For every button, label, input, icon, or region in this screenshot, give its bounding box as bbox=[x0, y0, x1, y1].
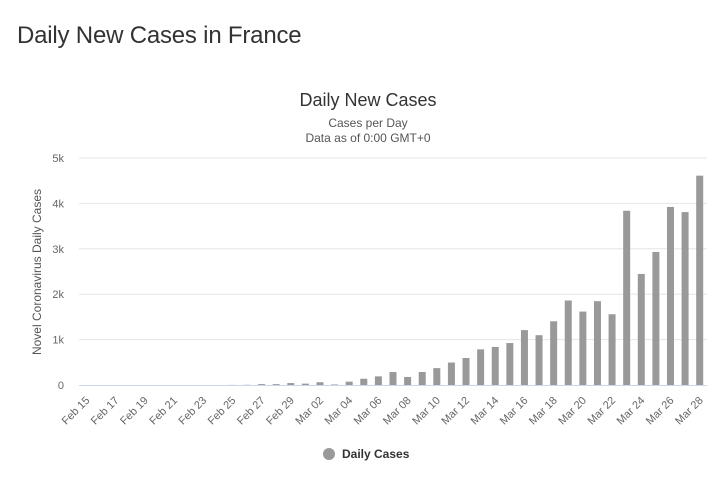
bar[interactable] bbox=[389, 372, 397, 385]
bar[interactable] bbox=[258, 384, 266, 385]
bar[interactable] bbox=[666, 206, 674, 385]
bar[interactable] bbox=[491, 346, 499, 385]
bar[interactable] bbox=[550, 321, 558, 385]
y-tick-label: 2k bbox=[52, 289, 64, 301]
x-tick-label: Feb 15 bbox=[60, 395, 93, 428]
x-tick-label: Feb 23 bbox=[177, 395, 210, 428]
x-tick-label: Mar 04 bbox=[323, 395, 356, 428]
bar[interactable] bbox=[564, 300, 572, 385]
bar[interactable] bbox=[608, 314, 616, 385]
y-tick-label: 1k bbox=[52, 335, 64, 347]
bar[interactable] bbox=[623, 210, 631, 385]
bar[interactable] bbox=[462, 357, 470, 385]
bar[interactable] bbox=[418, 372, 426, 385]
bar[interactable] bbox=[287, 383, 295, 385]
bar[interactable] bbox=[637, 273, 645, 385]
y-axis-title: Novel Coronavirus Daily Cases bbox=[30, 189, 44, 355]
bar[interactable] bbox=[520, 330, 528, 385]
bar[interactable] bbox=[506, 343, 514, 385]
x-tick-label: Mar 28 bbox=[673, 395, 706, 428]
legend-marker bbox=[323, 448, 335, 460]
x-tick-label: Mar 02 bbox=[293, 395, 326, 428]
bar[interactable] bbox=[331, 384, 339, 385]
y-tick-label: 3k bbox=[52, 244, 64, 256]
bar[interactable] bbox=[579, 311, 587, 385]
bar[interactable] bbox=[374, 376, 382, 385]
chart-subtitle-line-2: Data as of 0:00 GMT+0 bbox=[305, 131, 430, 145]
bar[interactable] bbox=[681, 212, 689, 385]
bar[interactable] bbox=[593, 301, 601, 385]
x-tick-label: Feb 29 bbox=[264, 395, 297, 428]
x-tick-label: Feb 19 bbox=[118, 395, 151, 428]
bar[interactable] bbox=[316, 382, 324, 385]
y-axis-ticks: 0 1k 2k 3k 4k 5k bbox=[52, 153, 64, 392]
x-tick-label: Mar 14 bbox=[469, 395, 502, 428]
chart-subtitle-line-1: Cases per Day bbox=[328, 116, 407, 130]
x-tick-label: Mar 10 bbox=[410, 395, 443, 428]
bar[interactable] bbox=[360, 378, 368, 385]
x-tick-label: Feb 27 bbox=[235, 395, 268, 428]
x-tick-label: Feb 17 bbox=[89, 395, 122, 428]
bar[interactable] bbox=[301, 383, 309, 385]
bar[interactable] bbox=[345, 381, 353, 385]
bar[interactable] bbox=[272, 384, 280, 385]
legend[interactable]: Daily Cases bbox=[323, 447, 410, 461]
x-tick-label: Feb 25 bbox=[206, 395, 239, 428]
y-tick-label: 5k bbox=[52, 153, 64, 165]
x-tick-label: Mar 26 bbox=[644, 395, 677, 428]
bar[interactable] bbox=[404, 376, 412, 385]
x-tick-label: Mar 16 bbox=[498, 395, 531, 428]
bar[interactable] bbox=[652, 251, 660, 385]
legend-label: Daily Cases bbox=[342, 447, 410, 461]
x-tick-label: Mar 06 bbox=[352, 395, 385, 428]
x-tick-label: Mar 22 bbox=[585, 395, 618, 428]
y-tick-label: 4k bbox=[52, 198, 64, 210]
bar[interactable] bbox=[477, 349, 485, 385]
page-title: Daily New Cases in France bbox=[17, 22, 302, 49]
x-tick-label: Mar 18 bbox=[527, 395, 560, 428]
bar[interactable] bbox=[696, 175, 704, 385]
x-tick-label: Mar 08 bbox=[381, 395, 414, 428]
x-tick-label: Mar 24 bbox=[615, 395, 648, 428]
x-tick-label: Mar 20 bbox=[556, 395, 589, 428]
gridlines bbox=[79, 157, 707, 341]
x-tick-label: Feb 21 bbox=[147, 395, 180, 428]
bar[interactable] bbox=[447, 362, 455, 385]
bar[interactable] bbox=[535, 335, 543, 385]
y-tick-label: 0 bbox=[58, 380, 64, 392]
chart-title: Daily New Cases bbox=[299, 90, 436, 110]
x-tick-label: Mar 12 bbox=[439, 395, 472, 428]
bar[interactable] bbox=[433, 368, 441, 385]
bar-series bbox=[228, 175, 704, 385]
